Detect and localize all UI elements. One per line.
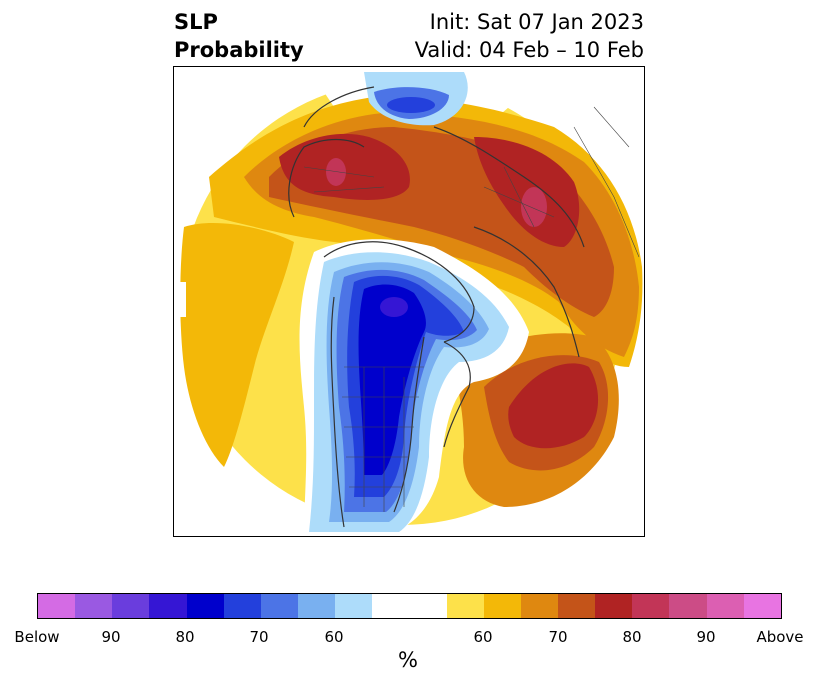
colorbar-tick-below-60: 60: [324, 628, 344, 646]
below-80-europe: [387, 97, 435, 113]
chart-title: SLP Probability: [174, 8, 304, 64]
colorbar-segment: [335, 594, 373, 618]
colorbar-segment: [446, 594, 484, 618]
colorbar-tick-below-80: 80: [175, 628, 195, 646]
colorbar-tick-below-90: 90: [101, 628, 121, 646]
colorbar-segment: [186, 594, 224, 618]
colorbar-segment: [483, 594, 521, 618]
colorbar-tick-above-80: 80: [622, 628, 642, 646]
colorbar-segment: [38, 594, 76, 618]
colorbar-tick-above-60: 60: [473, 628, 493, 646]
below-90-spot: [380, 297, 408, 317]
below-85-core: [358, 284, 426, 475]
colorbar-tick-above: Above: [756, 628, 804, 646]
above-70-left: [180, 222, 294, 467]
colorbar: [37, 593, 782, 619]
above-90-spot-west: [326, 158, 346, 186]
colorbar-segment: [149, 594, 187, 618]
colorbar-segment: [706, 594, 744, 618]
neutral-zone-west: [174, 282, 186, 317]
colorbar-segment: [223, 594, 261, 618]
valid-range: Valid: 04 Feb – 10 Feb: [414, 38, 644, 62]
above-90-spot-east: [521, 187, 547, 227]
above-85-atlantic: [508, 363, 599, 449]
colorbar-segment: [520, 594, 558, 618]
probability-map: [173, 66, 645, 537]
political-borders: [303, 106, 640, 512]
colorbar-segment: [595, 594, 633, 618]
colorbar-segment: [75, 594, 113, 618]
colorbar-segment: [743, 594, 781, 618]
colorbar-tick-above-70: 70: [548, 628, 568, 646]
colorbar-tick-below-70: 70: [249, 628, 269, 646]
colorbar-unit-label: %: [398, 648, 418, 672]
colorbar-tick-above-90: 90: [696, 628, 716, 646]
colorbar-segment: [632, 594, 670, 618]
colorbar-segment: [297, 594, 336, 618]
map-canvas: [174, 72, 643, 536]
title-line-probability: Probability: [174, 38, 304, 62]
date-info: Init: Sat 07 Jan 2023 Valid: 04 Feb – 10…: [415, 8, 644, 64]
colorbar-segment: [112, 594, 150, 618]
init-date: Init: Sat 07 Jan 2023: [429, 10, 644, 34]
title-line-slp: SLP: [174, 10, 218, 34]
colorbar-tick-below: Below: [14, 628, 60, 646]
colorbar-segment: [669, 594, 707, 618]
colorbar-segment: [260, 594, 298, 618]
colorbar-segment: [557, 594, 596, 618]
colorbar-segment: [372, 594, 447, 618]
